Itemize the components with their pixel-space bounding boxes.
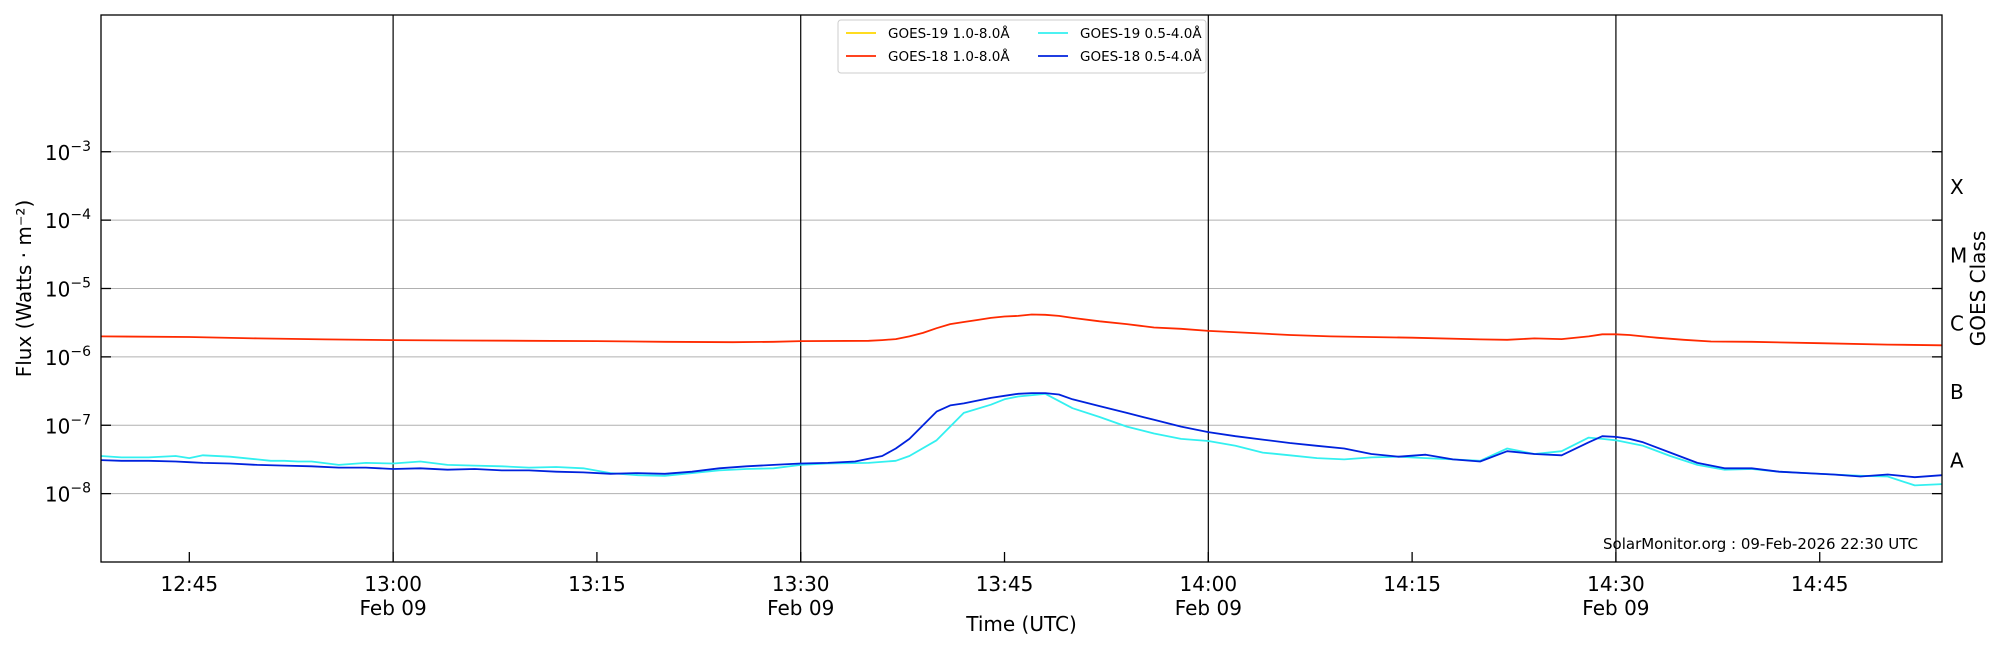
x-tick-label: 12:45 (160, 572, 218, 596)
series-line-1 (100, 313, 1943, 347)
x-tick-date-label: Feb 09 (1582, 596, 1649, 620)
credit-text: SolarMonitor.org : 09-Feb-2026 22:30 UTC (1603, 535, 1918, 553)
y-tick-label: 10−7 (45, 412, 91, 438)
goes-class-label: X (1950, 175, 1964, 199)
grid-lines (101, 15, 1942, 562)
legend-label: GOES-18 0.5-4.0Å (1080, 48, 1202, 65)
x-tick-label: 13:30 (772, 572, 830, 596)
y-tick-label: 10−4 (45, 207, 91, 233)
y-tick-label: 10−6 (45, 344, 91, 370)
legend-label: GOES-19 0.5-4.0Å (1080, 25, 1202, 42)
goes-class-label: B (1950, 380, 1964, 404)
x-tick-label: 14:00 (1179, 572, 1237, 596)
y-tick-label: 10−5 (45, 276, 91, 302)
x-tick-date-label: Feb 09 (767, 596, 834, 620)
goes-class-axis-title: GOES Class (1966, 231, 1990, 347)
legend: GOES-19 1.0-8.0Å GOES-18 1.0-8.0Å GOES-19 … (837, 19, 1207, 74)
series-lines (100, 313, 1943, 487)
series-line-2 (100, 392, 1943, 487)
x-tick-label: 13:45 (976, 572, 1034, 596)
x-tick-date-label: Feb 09 (360, 596, 427, 620)
y-tick-label: 10−8 (45, 481, 91, 507)
goes-class-label: M (1950, 243, 1967, 267)
legend-frame (837, 19, 1207, 74)
x-tick-label: 14:45 (1791, 572, 1849, 596)
goes-class-label: A (1950, 448, 1964, 472)
y-axis-title: Flux (Watts · m⁻²) (12, 200, 36, 378)
x-axis-title: Time (UTC) (965, 612, 1077, 636)
goes-class-label: C (1950, 312, 1964, 336)
legend-label: GOES-18 1.0-8.0Å (888, 48, 1010, 65)
x-tick-label: 13:00 (364, 572, 422, 596)
x-tick-label: 14:15 (1383, 572, 1441, 596)
x-tick-date-label: Feb 09 (1175, 596, 1242, 620)
x-tick-label: 14:30 (1587, 572, 1645, 596)
x-tick-label: 13:15 (568, 572, 626, 596)
legend-label: GOES-19 1.0-8.0Å (888, 25, 1010, 42)
y-tick-label: 10−3 (45, 139, 91, 165)
series-line-3 (100, 392, 1943, 479)
